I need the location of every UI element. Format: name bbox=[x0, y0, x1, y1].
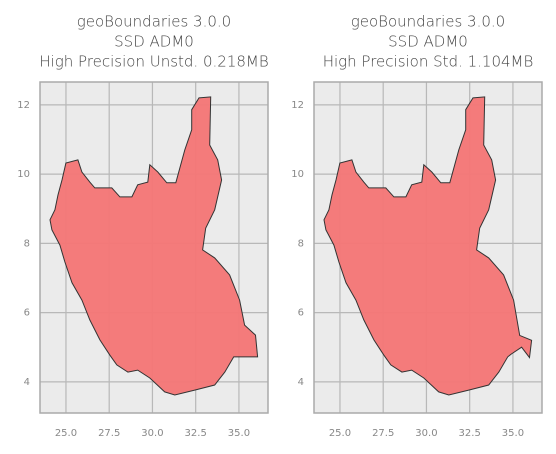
chart-title: geoBoundaries 3.0.0 bbox=[351, 13, 505, 31]
chart-title: SSD ADM0 bbox=[114, 33, 194, 51]
chart-title: High Precision Unstd. 0.218MB bbox=[39, 53, 268, 71]
x-tick-label: 35.0 bbox=[502, 428, 524, 439]
x-tick-label: 25.0 bbox=[55, 428, 77, 439]
x-tick-label: 27.5 bbox=[98, 428, 120, 439]
y-tick-label: 6 bbox=[24, 308, 30, 319]
y-tick-label: 12 bbox=[17, 100, 30, 111]
x-tick-label: 32.5 bbox=[459, 428, 481, 439]
plot-frame bbox=[39, 81, 269, 414]
x-tick-label: 30.0 bbox=[141, 428, 163, 439]
plot-frame bbox=[313, 81, 543, 414]
x-tick-label: 27.5 bbox=[372, 428, 394, 439]
x-tick-label: 30.0 bbox=[415, 428, 437, 439]
country-shape bbox=[323, 96, 533, 396]
y-tick-label: 8 bbox=[24, 238, 30, 249]
y-tick-label: 12 bbox=[291, 100, 304, 111]
x-tick-label: 25.0 bbox=[329, 428, 351, 439]
y-tick-label: 10 bbox=[291, 169, 304, 180]
y-tick-label: 10 bbox=[17, 169, 30, 180]
y-tick-label: 4 bbox=[24, 377, 30, 388]
y-tick-label: 4 bbox=[298, 377, 304, 388]
chart-title: geoBoundaries 3.0.0 bbox=[77, 13, 231, 31]
y-tick-label: 6 bbox=[298, 308, 304, 319]
x-tick-label: 32.5 bbox=[185, 428, 207, 439]
x-tick-label: 35.0 bbox=[228, 428, 250, 439]
chart-title: High Precision Std. 1.104MB bbox=[323, 53, 534, 71]
y-tick-label: 8 bbox=[298, 238, 304, 249]
chart-title: SSD ADM0 bbox=[388, 33, 468, 51]
country-shape bbox=[49, 96, 259, 396]
